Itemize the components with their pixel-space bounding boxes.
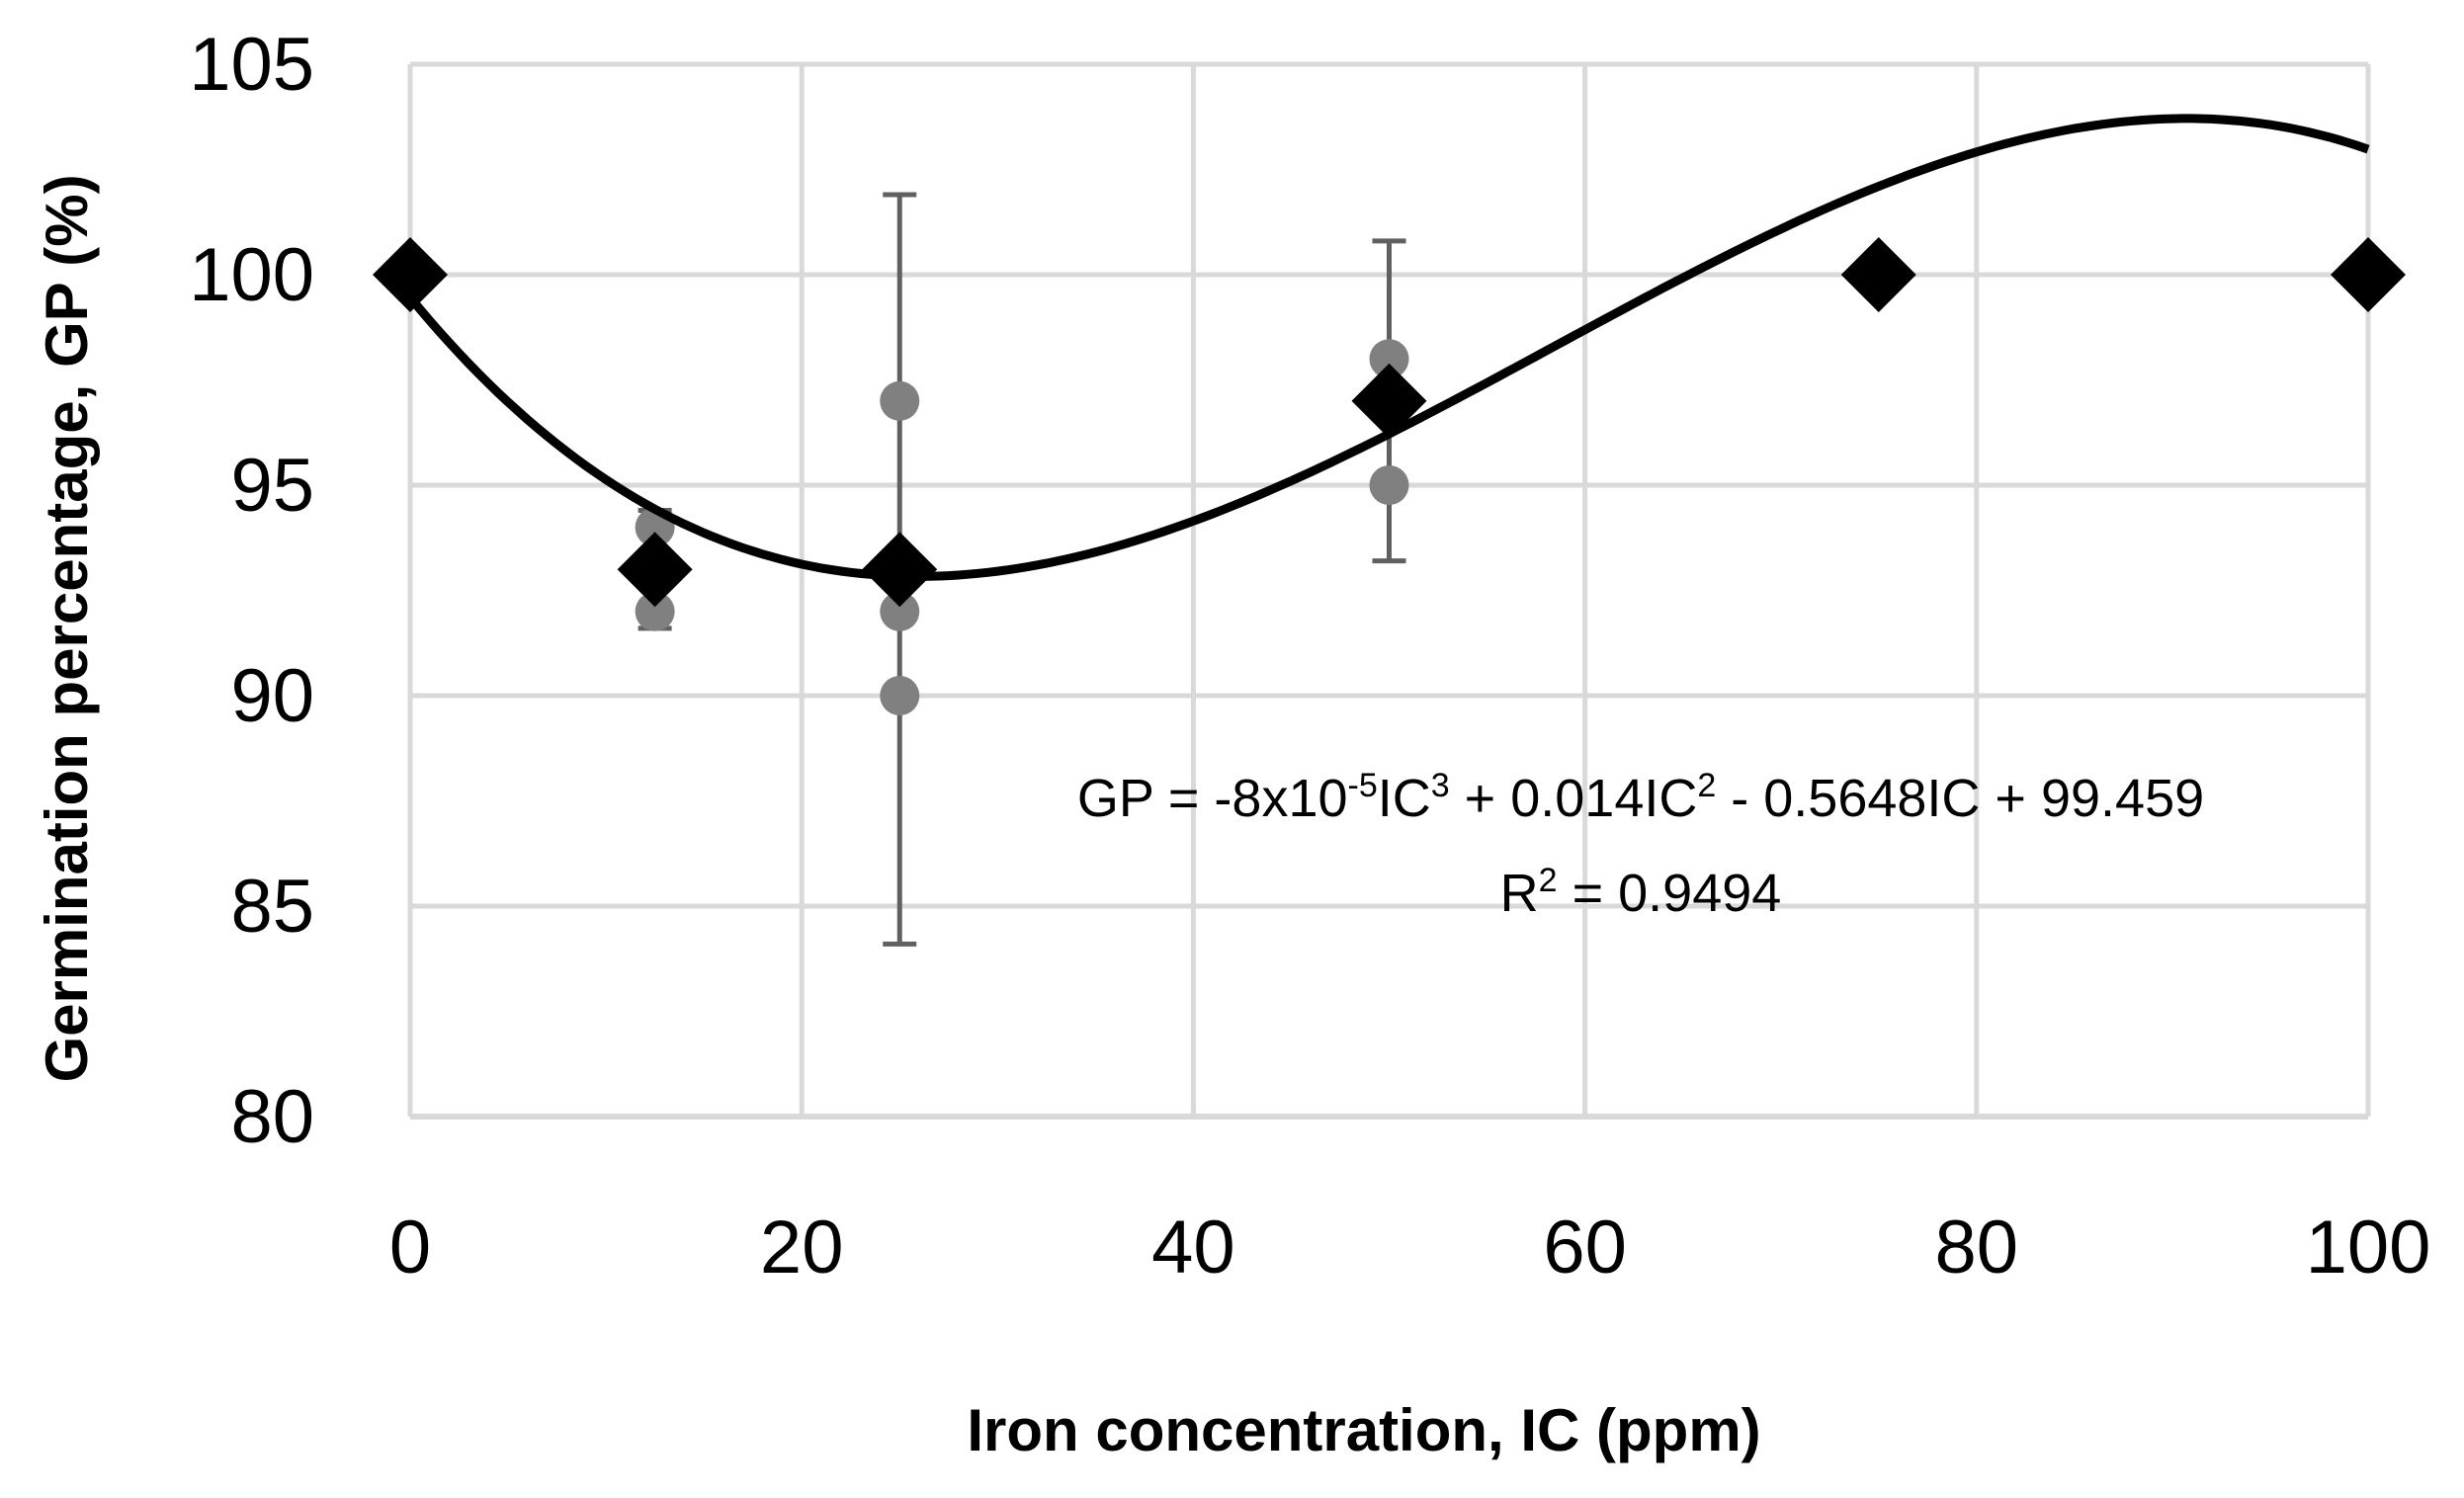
eq-exp2: 3 xyxy=(1431,767,1450,804)
replicate-point xyxy=(880,591,920,631)
y-tick-label: 80 xyxy=(230,1075,314,1159)
replicate-point xyxy=(880,380,920,421)
x-tick-label: 0 xyxy=(389,1206,431,1290)
y-tick-label: 105 xyxy=(189,23,314,107)
replicate-point xyxy=(635,591,675,631)
mean-point xyxy=(617,532,693,608)
r-squared: R2 = 0.9494 xyxy=(1500,862,1782,923)
eq-exp1: -5 xyxy=(1348,767,1378,804)
eq-part3: + 0.014IC xyxy=(1450,769,1698,828)
x-tick-label: 20 xyxy=(760,1206,844,1290)
r2-prefix: R xyxy=(1500,864,1539,923)
mean-points xyxy=(373,237,2406,608)
x-tick-label: 80 xyxy=(1935,1206,2019,1290)
eq-part4: - 0.5648IC + 99.459 xyxy=(1716,769,2204,828)
y-tick-label: 100 xyxy=(189,233,314,317)
mean-point xyxy=(2331,237,2406,312)
tick-labels: 80 85 90 95 100 105 0 20 40 60 80 100 xyxy=(189,23,2430,1290)
y-tick-label: 95 xyxy=(230,444,314,528)
y-tick-label: 85 xyxy=(230,865,314,949)
eq-part2: IC xyxy=(1378,769,1431,828)
x-tick-label: 60 xyxy=(1543,1206,1627,1290)
y-axis-title: Germination percentage, GP (%) xyxy=(34,174,100,1082)
eq-prefix: GP = -8x10 xyxy=(1077,769,1348,828)
grid xyxy=(407,61,2371,1120)
x-axis-title: Iron concentration, IC (ppm) xyxy=(967,1397,1760,1463)
replicate-point xyxy=(880,676,920,715)
mean-point xyxy=(1351,363,1427,439)
trendline-equation: GP = -8x10-5IC3 + 0.014IC2 - 0.5648IC + … xyxy=(1077,767,2204,828)
x-tick-label: 100 xyxy=(2306,1206,2431,1290)
mean-point xyxy=(862,532,938,608)
replicate-point xyxy=(1369,339,1409,379)
r2-exp: 2 xyxy=(1539,862,1558,899)
x-tick-label: 40 xyxy=(1151,1206,1235,1290)
mean-point xyxy=(373,237,448,312)
r2-suffix: = 0.9494 xyxy=(1558,864,1782,923)
replicate-points xyxy=(635,339,1409,715)
y-tick-label: 90 xyxy=(230,654,314,738)
eq-exp3: 2 xyxy=(1697,767,1716,804)
replicate-point xyxy=(1369,465,1409,505)
mean-point xyxy=(1840,237,1916,312)
